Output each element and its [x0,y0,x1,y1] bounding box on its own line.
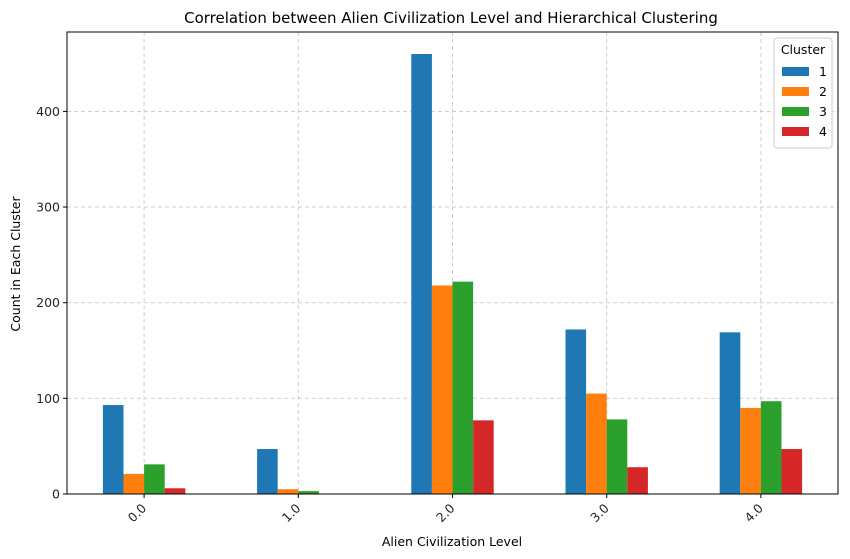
y-axis-label: Count in Each Cluster [8,196,23,332]
legend-label: 2 [819,84,827,99]
x-tick-label: 4.0 [741,500,766,525]
legend-swatch [782,67,809,76]
bars [102,54,803,494]
bar-cluster-1-level-1.0 [257,449,278,494]
bar-cluster-2-level-3.0 [586,393,607,494]
x-tick-label: 1.0 [279,500,304,525]
y-tick-label: 100 [36,391,60,406]
legend-label: 1 [819,64,827,79]
y-tick-label: 200 [36,295,60,310]
chart-title: Correlation between Alien Civilization L… [184,9,718,27]
axis-ticks: 0 100 200 300 400 0.0 1.0 2.0 3.0 4.0 [36,104,766,525]
bar-cluster-3-level-0.0 [144,464,165,494]
x-tick-label: 0.0 [125,500,150,525]
bar-cluster-3-level-4.0 [760,401,782,494]
bar-cluster-2-level-4.0 [740,407,761,494]
legend-swatch [782,127,809,136]
bar-cluster-3-level-1.0 [298,491,319,494]
bar-cluster-1-level-0.0 [102,405,124,494]
bar-cluster-3-level-2.0 [452,281,474,494]
legend-swatch [782,107,809,116]
bar-cluster-4-level-3.0 [627,467,648,494]
bar-cluster-4-level-2.0 [473,420,494,494]
legend-swatch [782,87,809,96]
legend: Cluster 1 2 3 4 [773,37,833,149]
bar-cluster-3-level-3.0 [606,419,628,494]
bar-cluster-2-level-1.0 [277,489,299,494]
legend-label: 4 [819,124,827,139]
y-tick-label: 0 [52,487,60,502]
legend-label: 3 [819,104,827,119]
y-tick-label: 300 [36,200,60,215]
bar-cluster-2-level-0.0 [123,473,145,494]
bar-cluster-2-level-2.0 [431,285,453,494]
x-tick-label: 3.0 [587,500,612,525]
bar-cluster-1-level-4.0 [719,332,741,494]
bar-cluster-1-level-2.0 [411,54,432,494]
legend-title: Cluster [781,42,826,57]
bar-cluster-4-level-0.0 [164,488,186,494]
bar-cluster-4-level-4.0 [781,449,803,494]
x-tick-label: 2.0 [433,500,458,525]
x-axis-label: Alien Civilization Level [382,534,522,549]
y-tick-label: 400 [36,104,60,119]
bar-cluster-1-level-3.0 [565,329,587,494]
